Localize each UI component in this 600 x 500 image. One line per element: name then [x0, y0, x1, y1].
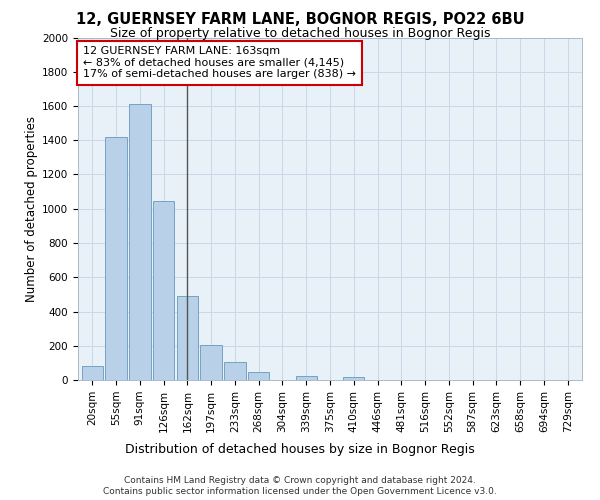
Text: Distribution of detached houses by size in Bognor Regis: Distribution of detached houses by size …: [125, 442, 475, 456]
Y-axis label: Number of detached properties: Number of detached properties: [25, 116, 38, 302]
Bar: [82, 366, 103, 380]
Bar: [343, 378, 364, 380]
Text: 12, GUERNSEY FARM LANE, BOGNOR REGIS, PO22 6BU: 12, GUERNSEY FARM LANE, BOGNOR REGIS, PO…: [76, 12, 524, 28]
Bar: [248, 372, 269, 380]
Bar: [129, 104, 151, 380]
Text: 12 GUERNSEY FARM LANE: 163sqm
← 83% of detached houses are smaller (4,145)
17% o: 12 GUERNSEY FARM LANE: 163sqm ← 83% of d…: [83, 46, 356, 80]
Bar: [153, 201, 174, 380]
Bar: [106, 137, 127, 380]
Bar: [176, 296, 198, 380]
Bar: [224, 362, 245, 380]
Text: Size of property relative to detached houses in Bognor Regis: Size of property relative to detached ho…: [110, 28, 490, 40]
Bar: [200, 345, 222, 380]
Bar: [296, 376, 317, 380]
Text: Contains HM Land Registry data © Crown copyright and database right 2024.: Contains HM Land Registry data © Crown c…: [124, 476, 476, 485]
Text: Contains public sector information licensed under the Open Government Licence v3: Contains public sector information licen…: [103, 487, 497, 496]
